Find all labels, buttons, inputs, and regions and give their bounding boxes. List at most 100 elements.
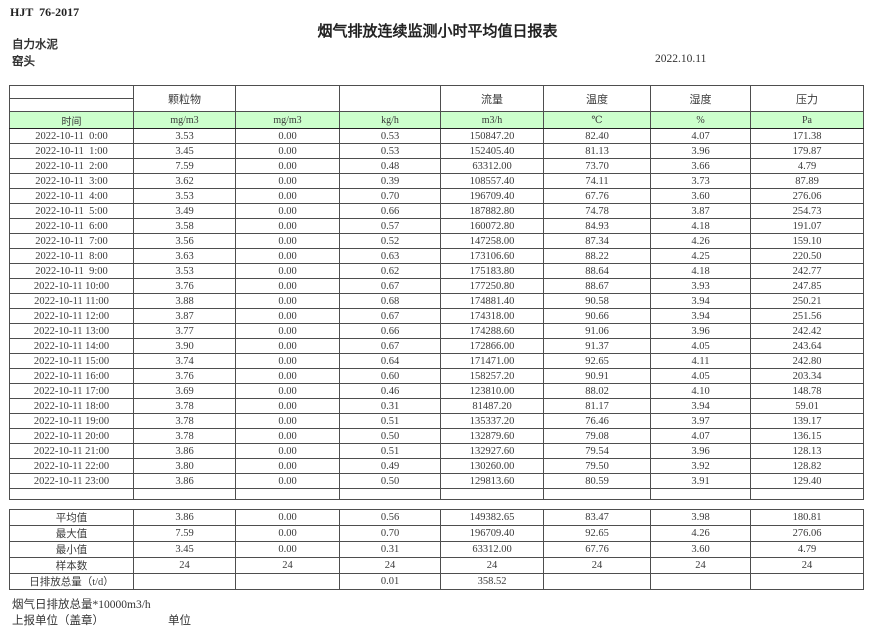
table-row: 2022-10-11 18:00 3.78 0.00 0.31 81487.20 81.1…	[9, 398, 864, 414]
table-row-label: 2022-10-11 21:00	[9, 443, 134, 459]
cell-value: 3.97	[650, 413, 751, 429]
cell-value: 0.66	[339, 323, 441, 339]
table-row: 2022-10-11 6:00 3.58 0.00 0.57 160072.80 84.9…	[9, 218, 864, 234]
cell-value: 242.77	[750, 263, 864, 279]
cell-value: 92.65	[543, 525, 651, 542]
cell-value: 243.64	[750, 338, 864, 354]
cell-value: 0.00	[235, 458, 340, 474]
cell-value: 0.48	[339, 158, 441, 174]
cell-value: 3.94	[650, 308, 751, 324]
cell-value: 24	[543, 557, 651, 574]
summary-row: 日排放总量（t/d） 0.01 358.52	[9, 573, 864, 590]
cell-value: 276.06	[750, 525, 864, 542]
cell-value: 3.77	[133, 323, 236, 339]
cell-value: 0.67	[339, 278, 441, 294]
summary-row-label: 最小值	[9, 541, 134, 558]
cell-value: 4.79	[750, 158, 864, 174]
report-unit-label: 上报单位（盖章）	[12, 615, 104, 627]
summary-row-label: 样本数	[9, 557, 134, 574]
cell-value: 0.01	[339, 573, 441, 590]
cell-value: 90.58	[543, 293, 651, 309]
cell-value	[133, 573, 236, 590]
cell-value: 3.86	[133, 473, 236, 489]
cell-value: 132879.60	[440, 428, 544, 444]
unit-label: 单位	[168, 615, 191, 627]
unit-celsius: ℃	[543, 111, 651, 129]
table-row-label: 2022-10-11 2:00	[9, 158, 134, 174]
cell-value: 4.11	[650, 353, 751, 369]
cell-value: 203.34	[750, 368, 864, 384]
cell-value: 251.56	[750, 308, 864, 324]
table-row: 2022-10-11 4:00 3.53 0.00 0.70 196709.40 67.7…	[9, 188, 864, 204]
cell-value: 0.00	[235, 398, 340, 414]
cell-value: 108557.40	[440, 173, 544, 189]
cell-value	[133, 488, 236, 500]
cell-value: 3.96	[650, 443, 751, 459]
summary-row: 平均值 3.86 0.00 0.56 149382.65 83.47 3.98 180.81	[9, 509, 864, 526]
cell-value: 24	[339, 557, 441, 574]
table-row: 2022-10-11 19:00 3.78 0.00 0.51 135337.20 76.…	[9, 413, 864, 429]
summary-row-label: 日排放总量（t/d）	[9, 573, 134, 590]
cell-value: 148.78	[750, 383, 864, 399]
unit-pa: Pa	[750, 111, 864, 129]
cell-value: 0.00	[235, 233, 340, 249]
summary-table: 平均值 3.86 0.00 0.56 149382.65 83.47 3.98 180.81 最…	[9, 509, 864, 590]
cell-value: 149382.65	[440, 509, 544, 526]
cell-value: 0.64	[339, 353, 441, 369]
cell-value: 150847.20	[440, 128, 544, 144]
cell-value: 0.70	[339, 188, 441, 204]
table-row: 2022-10-11 3:00 3.62 0.00 0.39 108557.40 74.1…	[9, 173, 864, 189]
cell-value: 196709.40	[440, 525, 544, 542]
cell-value: 80.59	[543, 473, 651, 489]
cell-value: 79.50	[543, 458, 651, 474]
cell-value: 242.42	[750, 323, 864, 339]
cell-value: 0.49	[339, 458, 441, 474]
cell-value: 123810.00	[440, 383, 544, 399]
unit-header-row: 时间 mg/m3 mg/m3 kg/h m3/h ℃ % Pa	[9, 111, 864, 129]
cell-value: 90.66	[543, 308, 651, 324]
cell-value: 3.96	[650, 143, 751, 159]
cell-value: 242.80	[750, 353, 864, 369]
cell-value: 83.47	[543, 509, 651, 526]
table-row-label: 2022-10-11 15:00	[9, 353, 134, 369]
cell-value: 3.94	[650, 293, 751, 309]
cell-value: 0.00	[235, 525, 340, 542]
cell-value: 63312.00	[440, 158, 544, 174]
time-column-header: 时间	[9, 111, 134, 129]
doc-code: HJT 76-2017	[10, 5, 80, 19]
cell-value: 0.00	[235, 338, 340, 354]
table-row-label: 2022-10-11 4:00	[9, 188, 134, 204]
cell-value: 128.82	[750, 458, 864, 474]
cell-value: 196709.40	[440, 188, 544, 204]
cell-value: 187882.80	[440, 203, 544, 219]
cell-value: 0.50	[339, 428, 441, 444]
cell-value: 7.59	[133, 525, 236, 542]
cell-value: 276.06	[750, 188, 864, 204]
cell-value: 0.00	[235, 509, 340, 526]
cell-value: 0.00	[235, 248, 340, 264]
cell-value: 0.63	[339, 248, 441, 264]
cell-value: 0.00	[235, 218, 340, 234]
cell-value: 3.91	[650, 473, 751, 489]
table-row-label: 2022-10-11 19:00	[9, 413, 134, 429]
cell-value: 3.98	[650, 509, 751, 526]
cell-value: 172866.00	[440, 338, 544, 354]
cell-value: 24	[133, 557, 236, 574]
cell-value: 0.00	[235, 308, 340, 324]
cell-value: 88.64	[543, 263, 651, 279]
header-humidity: 湿度	[650, 85, 751, 112]
cell-value: 174881.40	[440, 293, 544, 309]
cell-value: 132927.60	[440, 443, 544, 459]
cell-value: 0.31	[339, 541, 441, 558]
cell-value	[235, 573, 340, 590]
cell-value: 76.46	[543, 413, 651, 429]
cell-value: 179.87	[750, 143, 864, 159]
cell-value: 88.67	[543, 278, 651, 294]
cell-value: 0.00	[235, 353, 340, 369]
cell-value	[543, 488, 651, 500]
cell-value: 0.60	[339, 368, 441, 384]
table-row-label: 2022-10-11 13:00	[9, 323, 134, 339]
cell-value: 24	[235, 557, 340, 574]
header-flow: 流量	[440, 85, 544, 112]
table-row-label: 2022-10-11 3:00	[9, 173, 134, 189]
